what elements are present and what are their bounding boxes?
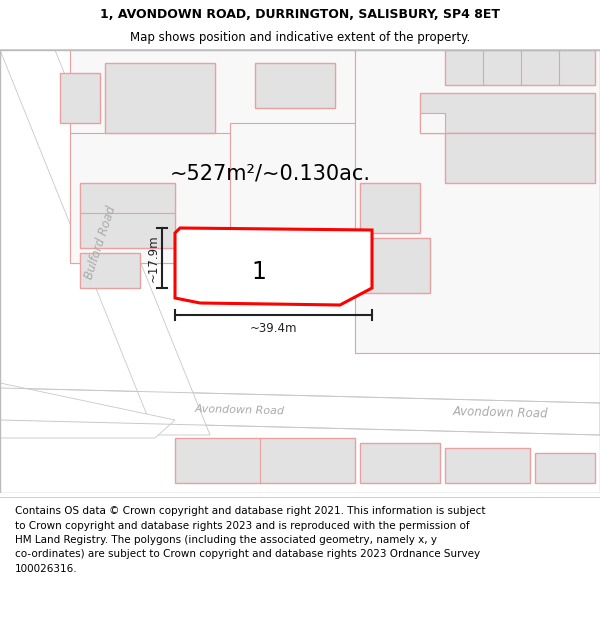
Text: Bulford Road: Bulford Road [82, 204, 118, 281]
Text: ~527m²/~0.130ac.: ~527m²/~0.130ac. [170, 163, 371, 183]
Text: ~17.9m: ~17.9m [146, 234, 160, 282]
Polygon shape [360, 238, 430, 293]
Polygon shape [0, 388, 600, 435]
Text: 1: 1 [251, 259, 266, 284]
Polygon shape [60, 73, 100, 123]
Polygon shape [360, 183, 420, 233]
Polygon shape [420, 113, 445, 133]
Polygon shape [445, 133, 595, 183]
Polygon shape [80, 253, 140, 288]
Polygon shape [445, 50, 595, 85]
Text: 1, AVONDOWN ROAD, DURRINGTON, SALISBURY, SP4 8ET: 1, AVONDOWN ROAD, DURRINGTON, SALISBURY,… [100, 9, 500, 21]
Polygon shape [445, 448, 530, 483]
Polygon shape [0, 50, 210, 435]
Polygon shape [175, 438, 355, 483]
Text: Map shows position and indicative extent of the property.: Map shows position and indicative extent… [130, 31, 470, 44]
Polygon shape [70, 50, 355, 263]
Text: ~39.4m: ~39.4m [250, 322, 297, 336]
Polygon shape [420, 93, 595, 133]
Polygon shape [255, 63, 335, 108]
Polygon shape [175, 228, 372, 305]
Text: Contains OS data © Crown copyright and database right 2021. This information is : Contains OS data © Crown copyright and d… [15, 506, 485, 574]
Polygon shape [230, 123, 355, 263]
Polygon shape [0, 383, 175, 438]
Polygon shape [70, 133, 230, 263]
Polygon shape [80, 183, 175, 248]
Text: Avondown Road: Avondown Road [195, 404, 285, 416]
Polygon shape [355, 50, 600, 353]
Polygon shape [360, 443, 440, 483]
Polygon shape [535, 453, 595, 483]
Text: Avondown Road: Avondown Road [452, 405, 548, 421]
Polygon shape [105, 63, 215, 133]
